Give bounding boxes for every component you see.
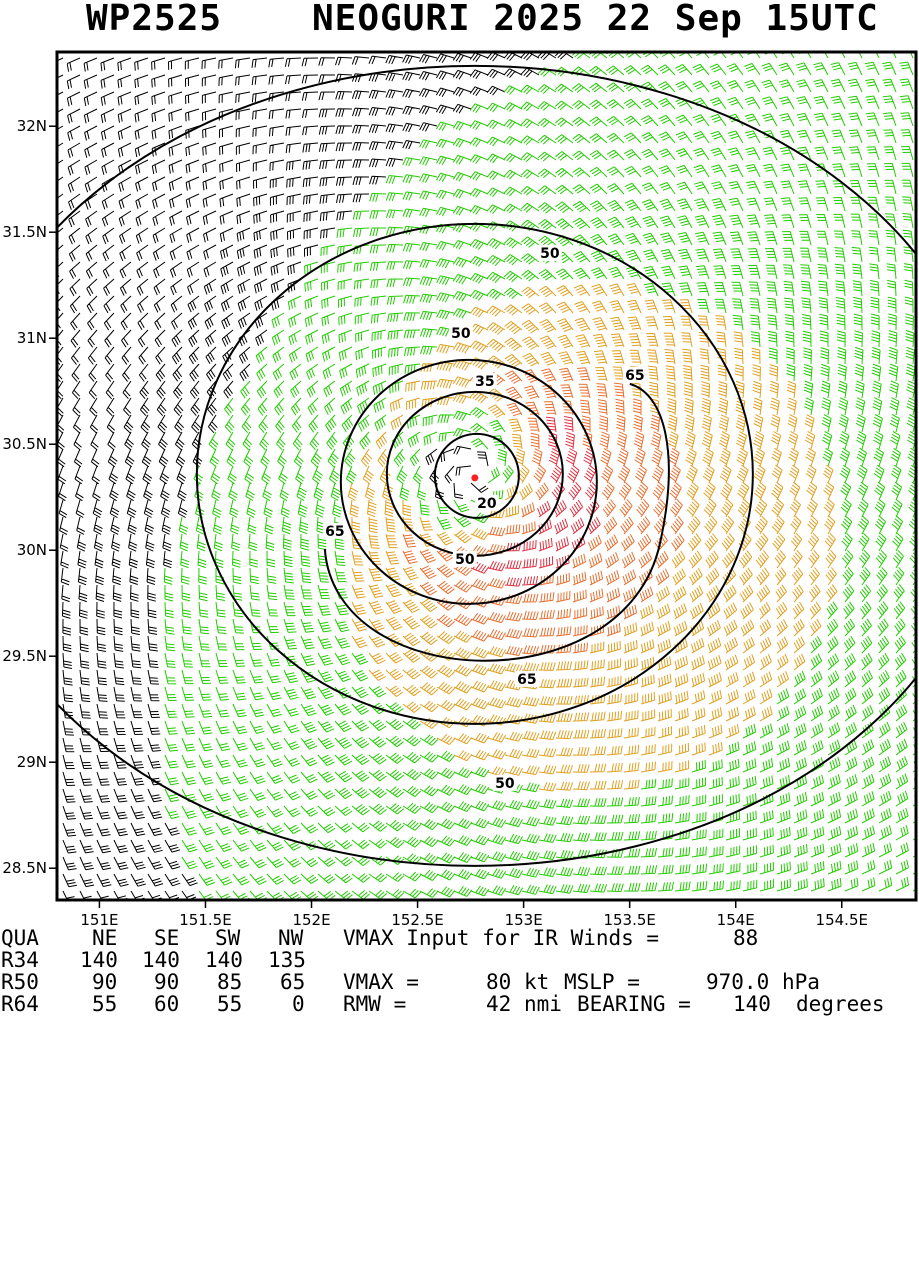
contour-label: 50 bbox=[495, 776, 515, 792]
contour-label-bg bbox=[514, 670, 539, 687]
r64-sw: 55 bbox=[217, 992, 243, 1016]
wind-contour-line bbox=[57, 65, 916, 867]
contour-label-bg bbox=[448, 324, 473, 341]
lon-tick-label: 151E bbox=[80, 911, 118, 929]
r34-sw: 140 bbox=[205, 948, 243, 972]
storm-title: NEOGURI 2025 22 Sep 15UTC bbox=[312, 0, 879, 39]
r34-nw: 135 bbox=[268, 948, 306, 972]
mslp-label: MSLP = bbox=[564, 970, 640, 994]
wind-contour-line bbox=[323, 382, 670, 662]
contour-label: 65 bbox=[325, 524, 344, 540]
r50-sw: 85 bbox=[217, 970, 243, 994]
lat-tick-label: 30N bbox=[17, 541, 47, 559]
wind-contours: 20 35 50 50 50 65 65 65 50 bbox=[57, 65, 916, 867]
vmax-label: VMAX = bbox=[343, 970, 419, 994]
lon-tick-label: 154.5E bbox=[816, 911, 868, 929]
r34-ne: 140 bbox=[80, 948, 118, 972]
bearing-value: 140 bbox=[733, 992, 771, 1016]
r50-nw: 65 bbox=[280, 970, 306, 994]
r50-label: R50 bbox=[1, 970, 39, 994]
lat-tick-label: 32N bbox=[17, 117, 47, 135]
info-row-r50: R50 90 90 85 65 VMAX = 80 kt MSLP = 970.… bbox=[0, 970, 919, 994]
mslp-value: 970.0 bbox=[706, 970, 770, 994]
r34-se: 140 bbox=[142, 948, 180, 972]
contour-label: 50 bbox=[455, 552, 475, 568]
contour-label: 65 bbox=[625, 368, 644, 384]
r50-ne: 90 bbox=[92, 970, 118, 994]
lat-tick-label: 29.5N bbox=[2, 647, 47, 665]
vmax-input-label: VMAX Input for IR Winds = bbox=[343, 926, 660, 950]
ne-header: NE bbox=[92, 926, 118, 950]
contour-label-bg bbox=[622, 366, 647, 383]
lon-tick-label: 154E bbox=[717, 911, 755, 929]
contour-label: 35 bbox=[475, 374, 494, 390]
r64-ne: 55 bbox=[92, 992, 118, 1016]
info-row-header: QUA NE SE SW NW VMAX Input for IR Winds … bbox=[0, 926, 919, 950]
title-bar: WP2525 NEOGURI 2025 22 Sep 15UTC bbox=[0, 0, 919, 44]
storm-center-marker bbox=[471, 474, 479, 482]
r50-se: 90 bbox=[154, 970, 180, 994]
info-row-r34: R34 140 140 140 135 bbox=[0, 948, 919, 972]
contour-label-bg bbox=[452, 550, 477, 567]
vmax-unit: kt bbox=[524, 970, 550, 994]
se-header: SE bbox=[154, 926, 180, 950]
r64-label: R64 bbox=[1, 992, 39, 1016]
rmw-value: 42 bbox=[486, 992, 512, 1016]
wind-contour-line bbox=[195, 222, 754, 725]
rmw-label: RMW = bbox=[343, 992, 407, 1016]
r64-nw: 0 bbox=[292, 992, 305, 1016]
lon-tick-label: 152E bbox=[292, 911, 330, 929]
contour-label: 65 bbox=[517, 672, 536, 688]
rmw-unit: nmi bbox=[524, 992, 562, 1016]
sw-header: SW bbox=[215, 926, 241, 950]
wind-barbs bbox=[57, 52, 916, 900]
lon-tick-label: 153E bbox=[505, 911, 543, 929]
wind-barb-group bbox=[470, 416, 601, 587]
lat-tick-label: 31.5N bbox=[2, 223, 47, 241]
contour-label: 50 bbox=[540, 246, 560, 262]
contour-label-bg bbox=[472, 372, 497, 389]
lon-tick-label: 151.5E bbox=[179, 911, 231, 929]
lat-tick-label: 30.5N bbox=[2, 435, 47, 453]
lon-tick-label: 152.5E bbox=[391, 911, 443, 929]
wind-barb-group bbox=[57, 52, 574, 900]
vmax-input-value: 88 bbox=[733, 926, 759, 950]
r34-label: R34 bbox=[1, 948, 39, 972]
map-frame bbox=[55, 50, 918, 902]
bearing-unit: degrees bbox=[796, 992, 885, 1016]
contour-label-bg bbox=[474, 494, 499, 511]
contour-label: 50 bbox=[451, 326, 471, 342]
lon-tick-label: 153.5E bbox=[603, 911, 655, 929]
wind-map: 20 35 50 50 50 65 65 65 50 32N 31.5N 31N 30.5N 30N 29… bbox=[2, 50, 918, 929]
vmax-value: 80 bbox=[486, 970, 512, 994]
wind-contour-line bbox=[339, 358, 598, 605]
lat-tick-label: 28.5N bbox=[2, 859, 47, 877]
axis-ticks: 32N 31.5N 31N 30.5N 30N 29.5N 29N 28.5N 151E 151.… bbox=[2, 117, 868, 929]
lat-tick-label: 31N bbox=[17, 329, 47, 347]
contour-label: 20 bbox=[477, 496, 497, 512]
mslp-unit: hPa bbox=[782, 970, 820, 994]
nw-header: NW bbox=[278, 926, 304, 950]
qua-label: QUA bbox=[1, 926, 39, 950]
storm-id: WP2525 bbox=[86, 0, 223, 39]
bearing-label: BEARING = bbox=[577, 992, 691, 1016]
contour-label-bg bbox=[322, 522, 347, 539]
contour-label-bg bbox=[492, 774, 517, 791]
r64-se: 60 bbox=[154, 992, 180, 1016]
info-row-r64: R64 55 60 55 0 RMW = 42 nmi BEARING = 14… bbox=[0, 992, 919, 1016]
wind-barb-group bbox=[402, 367, 685, 656]
wind-contour-line bbox=[433, 432, 520, 519]
contour-label-bg bbox=[537, 244, 562, 261]
wind-barb-group bbox=[347, 283, 838, 792]
lat-tick-label: 29N bbox=[17, 753, 47, 771]
